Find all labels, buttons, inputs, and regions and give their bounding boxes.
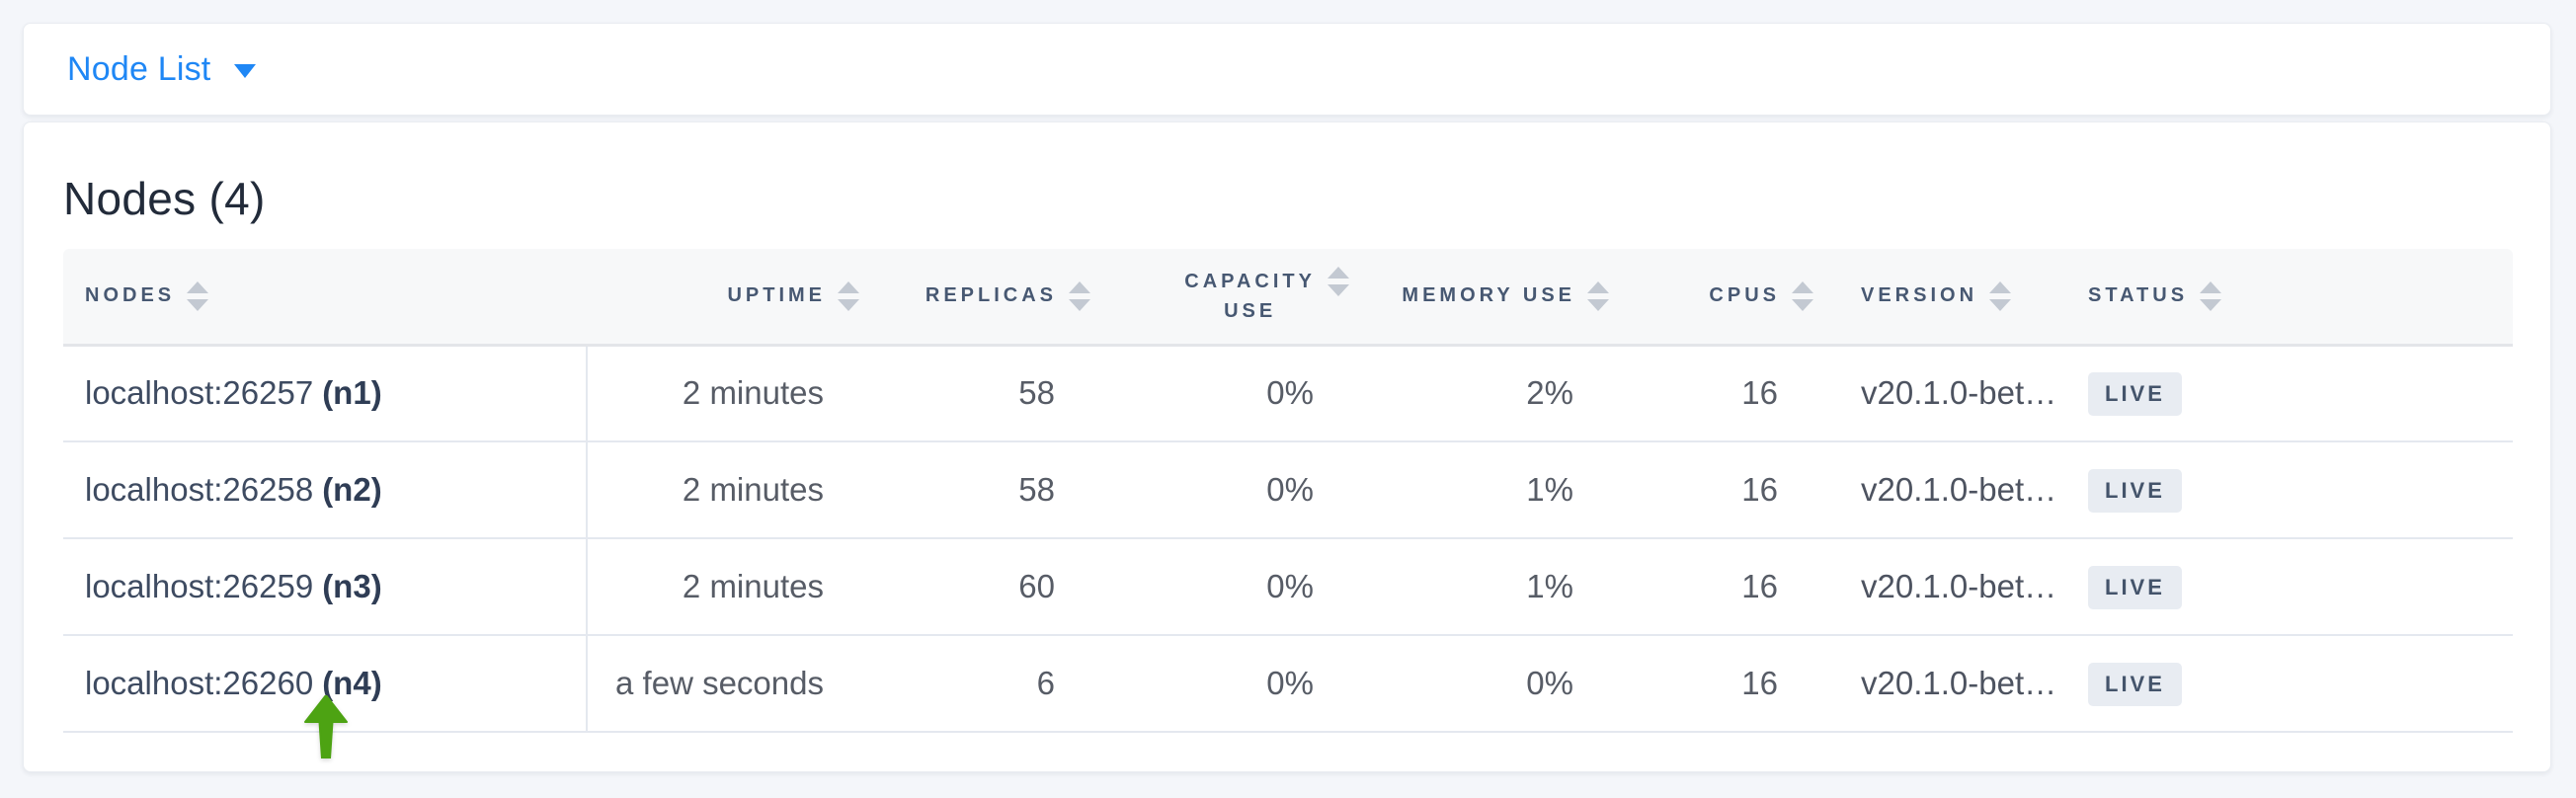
replicas-cell: 58 — [883, 345, 1114, 442]
status-cell: LIVE — [2064, 441, 2513, 539]
column-header-version[interactable]: VERSION — [1837, 249, 2064, 347]
capacity-use-cell: 0% — [1114, 538, 1373, 636]
sort-arrows-icon[interactable] — [1069, 280, 1090, 311]
status-badge: LIVE — [2088, 565, 2182, 609]
column-header-memory-use[interactable]: MEMORY USE — [1373, 249, 1633, 347]
cpus-cell: 16 — [1633, 441, 1837, 539]
cpus-cell: 16 — [1633, 538, 1837, 636]
sort-arrows-icon[interactable] — [1989, 280, 2012, 311]
sort-arrows-icon[interactable] — [1792, 280, 1813, 311]
status-badge: LIVE — [2088, 662, 2182, 706]
nodes-table: NODES UPTIME REPLICAS — [63, 249, 2513, 733]
node-id: (n2) — [322, 471, 382, 508]
nodes-card: Nodes (4) NODES UPTIME — [23, 121, 2551, 772]
status-cell: LIVE — [2064, 635, 2513, 733]
column-header-cpus[interactable]: CPUS — [1633, 249, 1837, 347]
memory-use-cell: 1% — [1373, 538, 1633, 636]
sort-arrows-icon[interactable] — [838, 280, 859, 311]
replicas-cell: 6 — [883, 635, 1114, 733]
table-row[interactable]: localhost:26259 (n3) 2 minutes 60 0% 1% 1… — [63, 538, 2513, 636]
memory-use-cell: 2% — [1373, 345, 1633, 442]
capacity-use-cell: 0% — [1114, 635, 1373, 733]
version-cell: v20.1.0-bet… — [1837, 635, 2064, 733]
memory-use-cell: 0% — [1373, 635, 1633, 733]
node-address-cell: localhost:26258 (n2) — [63, 441, 588, 539]
version-cell: v20.1.0-bet… — [1837, 345, 2064, 442]
sort-arrows-icon[interactable] — [1328, 266, 1349, 296]
view-selector-label: Node List — [67, 49, 211, 88]
node-id: (n4) — [322, 665, 382, 701]
version-cell: v20.1.0-bet… — [1837, 441, 2064, 539]
uptime-cell: 2 minutes — [587, 345, 883, 442]
uptime-cell: 2 minutes — [587, 441, 883, 539]
version-cell: v20.1.0-bet… — [1837, 538, 2064, 636]
node-address-cell: localhost:26260 (n4) — [63, 635, 588, 733]
node-address-cell: localhost:26257 (n1) — [63, 345, 588, 442]
column-header-status[interactable]: STATUS — [2064, 249, 2513, 347]
status-cell: LIVE — [2064, 538, 2513, 636]
column-header-nodes[interactable]: NODES — [63, 249, 587, 347]
table-row[interactable]: localhost:26260 (n4) a few seconds 6 0% 0… — [63, 635, 2513, 733]
cpus-cell: 16 — [1633, 345, 1837, 442]
status-badge: LIVE — [2088, 371, 2182, 416]
uptime-cell: a few seconds — [587, 635, 883, 733]
node-id: (n1) — [322, 374, 382, 412]
view-selector-bar: Node List — [23, 23, 2551, 116]
column-header-uptime[interactable]: UPTIME — [587, 249, 883, 347]
replicas-cell: 60 — [883, 538, 1114, 636]
view-selector-dropdown[interactable]: Node List — [67, 49, 257, 89]
table-header: NODES UPTIME REPLICAS — [63, 249, 2513, 347]
column-header-capacity-use[interactable]: CAPACITY USE — [1114, 249, 1373, 347]
capacity-use-cell: 0% — [1114, 345, 1373, 442]
capacity-use-cell: 0% — [1114, 441, 1373, 539]
status-badge: LIVE — [2088, 468, 2182, 513]
cpus-cell: 16 — [1633, 635, 1837, 733]
memory-use-cell: 1% — [1373, 441, 1633, 539]
node-address-cell: localhost:26259 (n3) — [63, 538, 588, 636]
status-cell: LIVE — [2064, 345, 2513, 442]
column-header-replicas[interactable]: REPLICAS — [883, 249, 1114, 347]
table-row[interactable]: localhost:26257 (n1) 2 minutes 58 0% 2% 1… — [63, 345, 2513, 442]
sort-arrows-icon[interactable] — [2200, 280, 2222, 311]
node-id: (n3) — [322, 568, 382, 604]
replicas-cell: 58 — [883, 441, 1114, 539]
uptime-cell: 2 minutes — [587, 538, 883, 636]
sort-arrows-icon[interactable] — [1587, 280, 1609, 311]
sort-arrows-icon[interactable] — [187, 280, 209, 311]
page-title: Nodes (4) — [63, 173, 266, 224]
caret-down-icon — [234, 63, 257, 78]
table-row[interactable]: localhost:26258 (n2) 2 minutes 58 0% 1% 1… — [63, 441, 2513, 539]
